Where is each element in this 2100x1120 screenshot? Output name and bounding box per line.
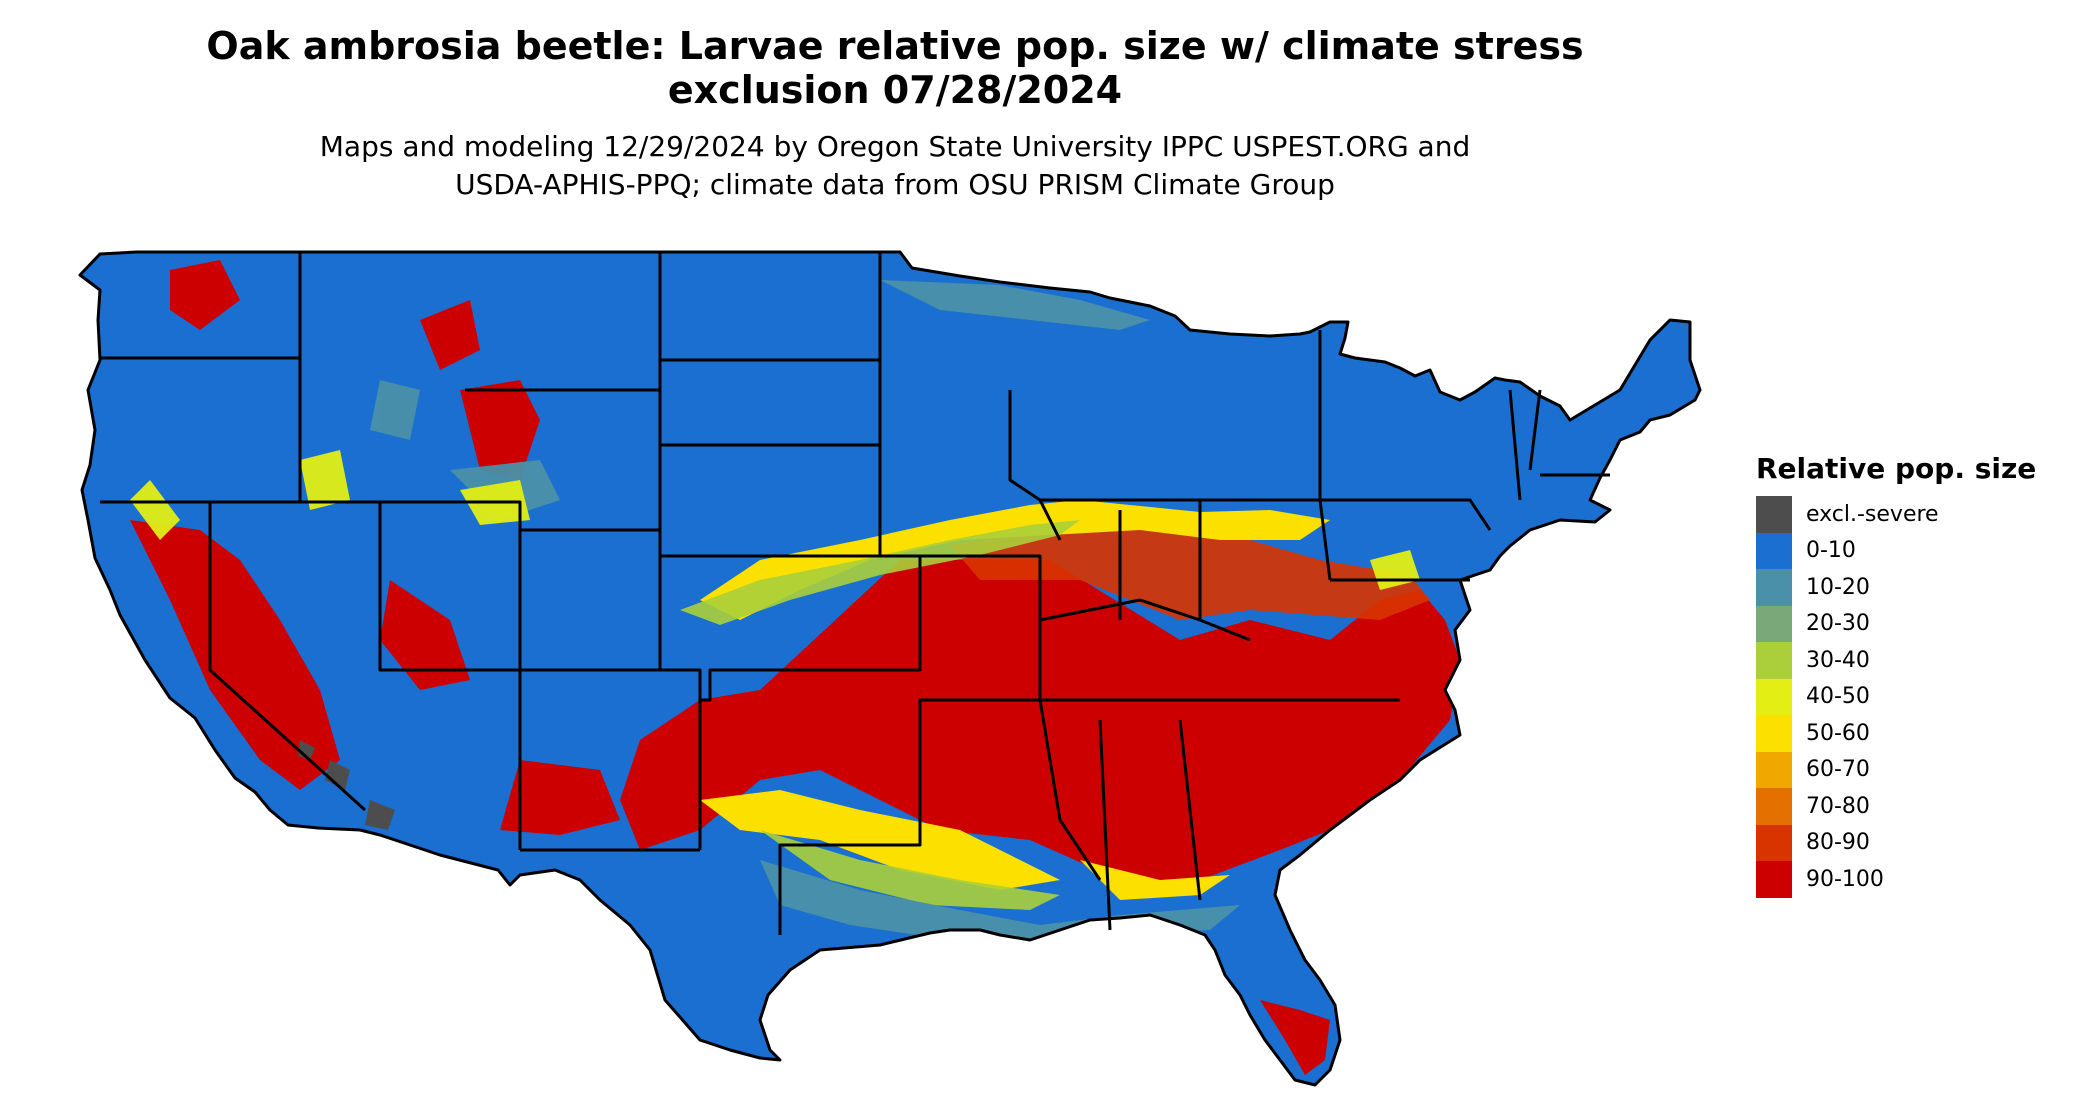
legend-item: 50-60 [1756, 715, 2036, 752]
map-subtitle: Maps and modeling 12/29/2024 by Oregon S… [140, 128, 1650, 204]
legend-swatch [1756, 642, 1792, 679]
legend-label: 40-50 [1806, 684, 1870, 710]
legend-item: 90-100 [1756, 861, 2036, 898]
legend-label: 30-40 [1806, 647, 1870, 673]
legend-item: 0-10 [1756, 532, 2036, 569]
legend-swatch [1756, 605, 1792, 642]
legend-label: 20-30 [1806, 611, 1870, 637]
legend-item: excl.-severe [1756, 496, 2036, 533]
legend-swatch [1756, 569, 1792, 606]
map-title-line-2: exclusion 07/28/2024 [667, 68, 1123, 112]
legend-item: 70-80 [1756, 788, 2036, 825]
legend-items: excl.-severe 0-10 10-20 20-30 30-40 40-50 50-6… [1756, 496, 2036, 898]
legend-swatch [1756, 678, 1792, 715]
map-subtitle-line-1: Maps and modeling 12/29/2024 by Oregon S… [319, 130, 1471, 163]
legend-label: 0-10 [1806, 538, 1856, 564]
legend-label: excl.-severe [1806, 501, 1939, 527]
us-population-map [78, 250, 1702, 1087]
legend-swatch [1756, 496, 1792, 533]
legend-label: 10-20 [1806, 574, 1870, 600]
legend-label: 60-70 [1806, 757, 1870, 783]
legend-item: 10-20 [1756, 569, 2036, 606]
map-title-line-1: Oak ambrosia beetle: Larvae relative pop… [206, 24, 1584, 68]
legend-item: 20-30 [1756, 605, 2036, 642]
map-title: Oak ambrosia beetle: Larvae relative pop… [140, 24, 1650, 112]
legend-label: 70-80 [1806, 793, 1870, 819]
legend-item: 30-40 [1756, 642, 2036, 679]
legend-swatch [1756, 532, 1792, 569]
legend-label: 80-90 [1806, 830, 1870, 856]
legend-swatch [1756, 861, 1792, 898]
legend-swatch [1756, 824, 1792, 861]
legend-item: 60-70 [1756, 751, 2036, 788]
legend-item: 40-50 [1756, 678, 2036, 715]
legend-swatch [1756, 788, 1792, 825]
legend-label: 90-100 [1806, 866, 1884, 892]
legend-swatch [1756, 751, 1792, 788]
legend-swatch [1756, 715, 1792, 752]
legend: Relative pop. size excl.-severe 0-10 10-20… [1756, 452, 2036, 898]
legend-title: Relative pop. size [1756, 452, 2037, 485]
legend-label: 50-60 [1806, 720, 1870, 746]
map-subtitle-line-2: USDA-APHIS-PPQ; climate data from OSU PR… [455, 168, 1335, 201]
legend-item: 80-90 [1756, 824, 2036, 861]
